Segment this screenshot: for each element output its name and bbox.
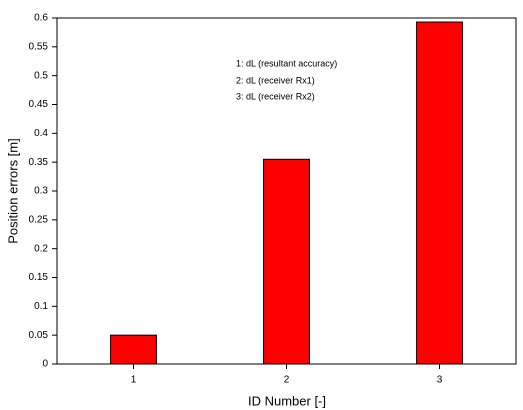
y-tick-label: 0.35 <box>29 157 49 168</box>
y-axis-label: Position errors [m] <box>5 138 20 243</box>
y-tick-label: 0.25 <box>29 214 49 225</box>
annotation: 1: dL (resultant accuracy) <box>236 58 337 68</box>
x-tick-label: 3 <box>437 375 443 386</box>
bar <box>110 334 157 365</box>
y-tick-label: 0.6 <box>34 13 48 24</box>
y-tick-label: 0.05 <box>29 330 49 341</box>
y-tick-label: 0.15 <box>29 272 49 283</box>
x-axis-label: ID Number [-] <box>248 393 326 408</box>
y-tick-label: 0.5 <box>34 70 48 81</box>
y-tick-label: 0.45 <box>29 99 49 110</box>
y-tick-label: 0.1 <box>34 301 48 312</box>
y-tick-label: 0.4 <box>34 128 48 139</box>
annotation: 3: dL (receiver Rx2) <box>236 91 315 101</box>
annotation: 2: dL (receiver Rx1) <box>236 75 315 85</box>
x-tick-label: 2 <box>284 375 290 386</box>
y-tick-label: 0.2 <box>34 243 48 254</box>
y-tick-label: 0.55 <box>29 41 49 52</box>
y-tick-label: 0 <box>42 359 48 370</box>
bar <box>263 158 310 365</box>
y-tick-label: 0.3 <box>34 186 48 197</box>
x-tick-label: 1 <box>131 375 137 386</box>
bar <box>416 21 463 365</box>
